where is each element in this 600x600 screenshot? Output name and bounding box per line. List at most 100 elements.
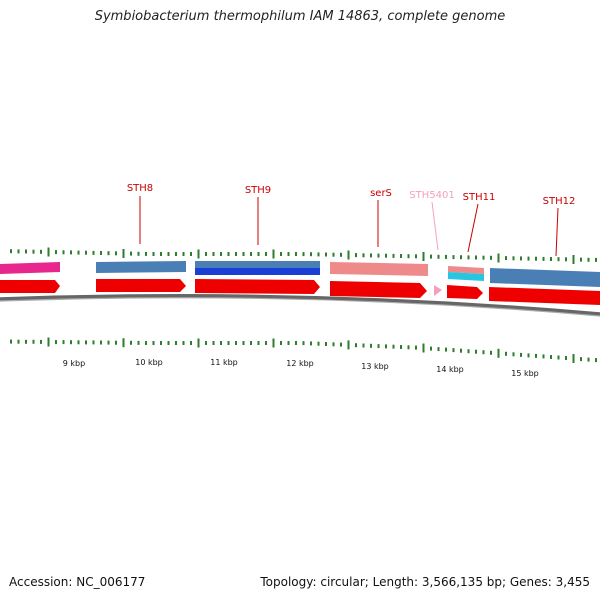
minor-tick xyxy=(385,344,387,349)
major-tick xyxy=(422,343,425,353)
major-tick xyxy=(347,250,350,260)
minor-tick xyxy=(205,252,207,256)
callout-line xyxy=(431,201,439,251)
cds-arrow-sth11[interactable] xyxy=(447,285,483,299)
minor-tick xyxy=(362,343,365,348)
minor-tick xyxy=(107,340,110,345)
feature-salmon-sth11[interactable] xyxy=(448,266,484,274)
minor-tick xyxy=(467,255,470,260)
kbp-label: 15 kbp xyxy=(511,369,539,378)
minor-tick xyxy=(220,252,222,256)
minor-tick xyxy=(190,252,192,256)
minor-tick xyxy=(137,340,140,345)
minor-tick xyxy=(250,341,252,345)
minor-tick xyxy=(160,341,162,345)
feature-steelblue-sth9[interactable] xyxy=(195,261,320,268)
upper-tick-row xyxy=(10,247,597,264)
minor-tick xyxy=(115,340,117,345)
gene-label-sers[interactable]: serS xyxy=(370,188,392,199)
genome-backbone-highlight xyxy=(0,297,600,317)
major-tick xyxy=(572,354,575,363)
feature-navy-sth9[interactable] xyxy=(195,268,320,275)
minor-tick xyxy=(527,256,530,261)
major-tick xyxy=(422,252,425,261)
minor-tick xyxy=(295,252,297,256)
minor-tick xyxy=(370,343,372,348)
minor-tick xyxy=(10,339,12,344)
minor-tick xyxy=(137,251,140,256)
minor-tick xyxy=(242,341,245,345)
minor-tick xyxy=(25,339,27,344)
minor-tick xyxy=(265,341,267,345)
cds-arrow-sers[interactable] xyxy=(330,281,427,298)
major-tick xyxy=(197,249,200,259)
minor-tick xyxy=(182,341,185,345)
minor-tick xyxy=(400,345,402,349)
cds-arrow-1[interactable] xyxy=(0,280,60,293)
minor-tick xyxy=(17,249,20,254)
minor-tick xyxy=(535,256,537,261)
minor-tick xyxy=(437,347,440,352)
kbp-label: 9 kbp xyxy=(63,359,85,368)
minor-tick xyxy=(460,255,462,260)
gene-label-sth9[interactable]: STH9 xyxy=(245,185,271,196)
minor-tick xyxy=(385,253,387,258)
minor-tick xyxy=(227,252,230,256)
minor-tick xyxy=(565,257,567,262)
minor-tick xyxy=(212,341,215,345)
gene-label-sth11[interactable]: STH11 xyxy=(463,192,496,203)
minor-tick xyxy=(280,341,282,345)
minor-tick xyxy=(400,254,402,258)
minor-tick xyxy=(130,340,132,345)
minor-tick xyxy=(332,342,335,347)
minor-tick xyxy=(107,251,110,256)
minor-tick xyxy=(445,254,447,259)
minor-tick xyxy=(317,341,320,346)
major-tick xyxy=(47,337,50,347)
genome-title: Symbiobacterium thermophilum IAM 14863, … xyxy=(94,9,506,24)
minor-tick xyxy=(490,255,492,260)
minor-tick xyxy=(550,257,552,261)
minor-tick xyxy=(355,343,357,348)
kbp-label: 12 kbp xyxy=(286,359,314,368)
minor-tick xyxy=(85,340,87,345)
minor-tick xyxy=(100,251,102,255)
cds-arrow-sth12[interactable] xyxy=(489,287,600,305)
feature-cyan-sth11[interactable] xyxy=(448,272,484,281)
major-tick xyxy=(497,348,500,358)
minor-tick xyxy=(587,257,590,262)
minor-tick xyxy=(535,353,537,358)
minor-tick xyxy=(542,354,545,359)
minor-tick xyxy=(452,255,455,260)
minor-tick xyxy=(302,252,305,257)
minor-tick xyxy=(415,345,417,350)
minor-tick xyxy=(490,350,492,355)
minor-tick xyxy=(595,358,597,363)
major-tick xyxy=(47,247,50,257)
feature-magenta[interactable] xyxy=(0,262,60,274)
gene-label-sth12[interactable]: STH12 xyxy=(543,196,576,207)
minor-tick xyxy=(212,252,215,256)
minor-tick xyxy=(62,250,65,255)
cds-arrow-sth5401[interactable] xyxy=(434,285,442,296)
minor-tick xyxy=(355,253,357,258)
minor-tick xyxy=(595,257,597,262)
gene-label-sth8[interactable]: STH8 xyxy=(127,183,153,194)
callout-line xyxy=(467,203,479,253)
feature-salmon-sers[interactable] xyxy=(330,262,428,276)
minor-tick xyxy=(505,351,507,356)
feature-steelblue-sth8[interactable] xyxy=(96,261,186,273)
minor-tick xyxy=(317,252,320,257)
minor-tick xyxy=(257,252,260,256)
major-tick xyxy=(272,249,275,259)
minor-tick xyxy=(32,339,35,344)
cds-arrow-sth9[interactable] xyxy=(195,279,320,294)
kbp-labels: 9 kbp 10 kbp 11 kbp 12 kbp 13 kbp 14 kbp… xyxy=(63,358,539,378)
gene-label-sth5401[interactable]: STH5401 xyxy=(409,190,454,201)
feature-steelblue-sth12[interactable] xyxy=(490,268,600,287)
minor-tick xyxy=(362,253,365,258)
minor-tick xyxy=(77,250,80,255)
minor-tick xyxy=(445,347,447,352)
cds-arrow-sth8[interactable] xyxy=(96,279,186,292)
